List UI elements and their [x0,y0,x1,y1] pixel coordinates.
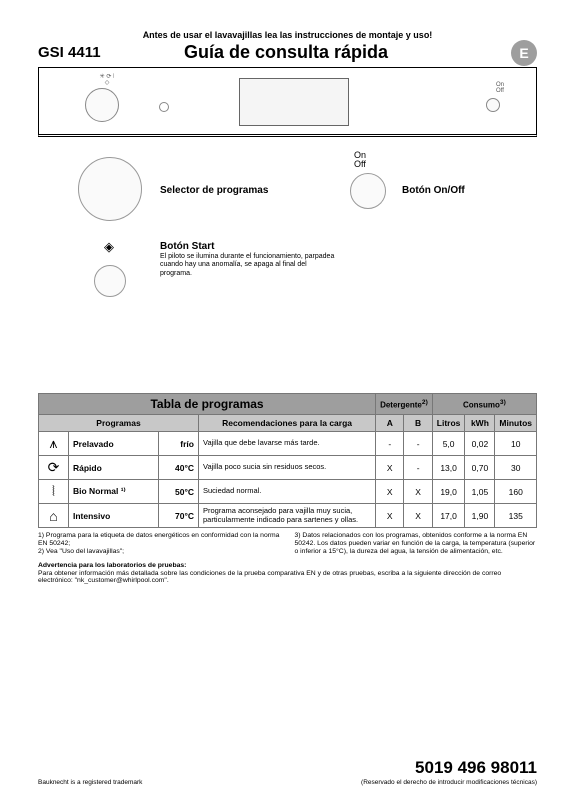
note-3: 3) Datos relacionados con los programas,… [295,532,538,555]
start-dial-icon [94,265,126,297]
selector-dial-icon [85,88,119,122]
program-reco: Vajilla poco sucia sin residuos secos. [199,456,376,480]
onoff-label: Botón On/Off [402,185,465,196]
control-panel-diagram: ✳ ⟳ ⦚◇ OnOff [38,67,537,137]
detergent-a: X [376,480,404,504]
header: GSI 4411 Guía de consulta rápida E [38,44,537,61]
program-icon: ⟳ [39,456,69,480]
detergent-b: - [404,456,432,480]
detergent-header: Detergente2) [376,394,433,415]
kwh: 1,05 [465,480,495,504]
table-row: ⩚PrelavadofríoVajilla que debe lavarse m… [39,432,537,456]
litros: 19,0 [432,480,465,504]
kwh: 1,90 [465,504,495,528]
note-1: 1) Programa para la etiqueta de datos en… [38,532,281,548]
col-kwh: kWh [465,415,495,432]
litros: 17,0 [432,504,465,528]
kwh: 0,02 [465,432,495,456]
table-row: ⦚Bio Normal ¹⁾50°CSuciedad normal.XX19,0… [39,480,537,504]
language-badge: E [511,40,537,66]
detergent-b: X [404,480,432,504]
kwh: 0,70 [465,456,495,480]
col-litros: Litros [432,415,465,432]
program-name: Rápido [69,456,159,480]
table-title: Tabla de programas [39,394,376,415]
page-title: Guía de consulta rápida [184,42,388,63]
start-glyph-icon: ◈ [104,239,118,253]
program-reco: Programa aconsejado para vajilla muy suc… [199,504,376,528]
table-row: ⌂Intensivo70°CPrograma aconsejado para v… [39,504,537,528]
program-icon: ⌂ [39,504,69,528]
program-name: Prelavado [69,432,159,456]
table-row: ⟳Rápido40°CVajilla poco sucia sin residu… [39,456,537,480]
program-name: Intensivo [69,504,159,528]
program-name: Bio Normal ¹⁾ [69,480,159,504]
program-reco: Vajilla que debe lavarse más tarde. [199,432,376,456]
col-programs: Programas [39,415,199,432]
start-button-icon [159,102,169,112]
legend-section: Selector de programas OnOff Botón On/Off… [38,149,537,319]
program-temp: 40°C [159,456,199,480]
selector-label: Selector de programas [160,185,268,196]
onoff-panel-label: OnOff [496,82,504,94]
col-b: B [404,415,432,432]
detergent-b: - [404,432,432,456]
consumo-header: Consumo3) [432,394,536,415]
detergent-a: X [376,504,404,528]
onoff-dial-icon [350,173,386,209]
top-instruction: Antes de usar el lavavajillas lea las in… [38,30,537,40]
program-table: Tabla de programas Detergente2) Consumo3… [38,393,537,528]
litros: 13,0 [432,456,465,480]
minutos: 160 [495,480,537,504]
reserve-note: (Reservado el derecho de introducir modi… [361,779,537,786]
detergent-b: X [404,504,432,528]
model-number: GSI 4411 [38,44,101,61]
note-2: 2) Vea "Uso del lavavajillas"; [38,548,281,556]
program-temp: 70°C [159,504,199,528]
warning-body: Para obtener información más detallada s… [38,570,501,585]
lab-warning: Advertencia para los laboratorios de pru… [38,562,537,585]
program-table-wrap: Tabla de programas Detergente2) Consumo3… [38,393,537,528]
detergent-a: X [376,456,404,480]
footer: Bauknecht is a registered trademark 5019… [38,779,537,786]
start-description: El piloto se ilumina durante el funciona… [160,253,340,278]
program-icon: ⩚ [39,432,69,456]
program-icons: ✳ ⟳ ⦚◇ [77,74,137,86]
col-min: Minutos [495,415,537,432]
start-title: Botón Start [160,241,340,252]
part-number: 5019 496 98011 [415,758,537,778]
program-icon: ⦚ [39,480,69,504]
footnotes: 1) Programa para la etiqueta de datos en… [38,532,537,555]
selector-dial-large-icon [78,157,142,221]
start-block: Botón Start El piloto se ilumina durante… [160,241,340,278]
minutos: 135 [495,504,537,528]
minutos: 30 [495,456,537,480]
onoff-text-icon: OnOff [354,151,366,170]
onoff-button-icon [486,98,500,112]
litros: 5,0 [432,432,465,456]
program-reco: Suciedad normal. [199,480,376,504]
col-a: A [376,415,404,432]
program-temp: frío [159,432,199,456]
program-temp: 50°C [159,480,199,504]
col-reco: Recomendaciones para la carga [199,415,376,432]
detergent-a: - [376,432,404,456]
minutos: 10 [495,432,537,456]
warning-title: Advertencia para los laboratorios de pru… [38,562,186,569]
display-icon [239,78,349,126]
